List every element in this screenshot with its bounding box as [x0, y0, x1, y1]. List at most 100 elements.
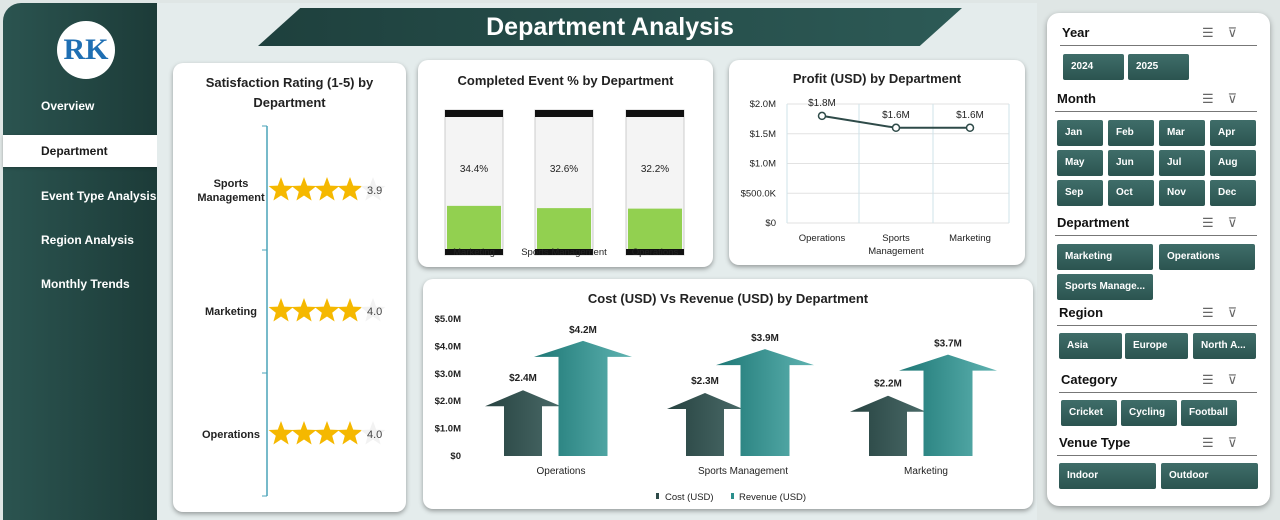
logo-text: RK [63, 33, 109, 66]
category-label: Management [197, 192, 265, 204]
divider [1057, 455, 1257, 456]
star [360, 421, 386, 445]
slicer-month-item[interactable]: Feb [1108, 120, 1154, 146]
slicer-department-item[interactable]: Operations [1159, 244, 1255, 270]
star [314, 421, 340, 445]
nav-event-type-analysis[interactable]: Event Type Analysis [41, 189, 157, 203]
multi-select-icon[interactable]: ☰ [1202, 25, 1228, 40]
slicer-department-item[interactable]: Sports Manage... [1057, 274, 1153, 300]
star [268, 421, 294, 445]
star [268, 177, 294, 201]
data-label: 34.4% [460, 164, 488, 175]
multi-select-icon[interactable]: ☰ [1202, 305, 1228, 320]
nav-department[interactable]: Department [3, 135, 157, 167]
cylinder-top [535, 110, 593, 117]
y-tick-label: $0 [450, 451, 461, 462]
clear-filter-icon[interactable]: ⊽ [1227, 215, 1252, 230]
slicer-month-item[interactable]: Oct [1108, 180, 1154, 206]
divider [1055, 235, 1257, 236]
slicer-department-item[interactable]: Marketing [1057, 244, 1153, 270]
multi-select-icon[interactable]: ☰ [1202, 91, 1228, 106]
clear-filter-icon[interactable]: ⊽ [1227, 91, 1252, 106]
slicer-region-item[interactable]: Asia [1059, 333, 1122, 359]
nav-monthly-trends[interactable]: Monthly Trends [41, 277, 130, 291]
fill-bar [447, 205, 501, 249]
slicer-category-title: Category [1061, 372, 1118, 387]
slicer-category-item[interactable]: Cricket [1061, 400, 1117, 426]
multi-select-icon[interactable]: ☰ [1202, 372, 1228, 387]
category-label: Marketing [904, 466, 948, 477]
data-label: 4.0 [367, 306, 382, 318]
y-tick-label: $1.0M [435, 424, 461, 435]
slicer-month-title: Month [1057, 91, 1096, 106]
slicer-month-item[interactable]: May [1057, 150, 1103, 176]
slicer-month-item[interactable]: Mar [1159, 120, 1205, 146]
nav-overview[interactable]: Overview [41, 99, 95, 113]
slicer-venue-item[interactable]: Outdoor [1161, 463, 1258, 489]
cost-arrow [667, 392, 743, 456]
slicer-year-item[interactable]: 2024 [1063, 54, 1124, 80]
category-label: Operations [632, 247, 679, 258]
fill-bar [628, 208, 682, 249]
cylinder-bottom [445, 249, 503, 255]
data-label: $1.8M [808, 98, 836, 109]
slicer-month-item[interactable]: Aug [1210, 150, 1256, 176]
data-point [965, 123, 975, 133]
y-tick-label: $2.0M [435, 396, 461, 407]
logo: RK [57, 21, 115, 79]
cost-revenue-card: Cost (USD) Vs Revenue (USD) by Departmen… [423, 279, 1033, 509]
fill-bar [537, 208, 591, 249]
slicer-month-item[interactable]: Apr [1210, 120, 1256, 146]
completed-chart: 34.4% Marketing 32.6% Sports Management 32.2… [444, 109, 685, 258]
category-label: Marketing [205, 306, 257, 318]
slicer-year-title: Year [1062, 25, 1090, 40]
slicer-month-item[interactable]: Nov [1159, 180, 1205, 206]
slicer-month-item[interactable]: Jan [1057, 120, 1103, 146]
nav-region-analysis[interactable]: Region Analysis [41, 233, 134, 247]
completed-card: Completed Event % by Department 34.4% Mar… [418, 60, 713, 267]
clear-filter-icon[interactable]: ⊽ [1227, 305, 1252, 320]
cost-arrow [850, 395, 926, 456]
slicer-month-item[interactable]: Dec [1210, 180, 1256, 206]
data-label: 32.2% [641, 164, 669, 175]
slicer-month-item[interactable]: Sep [1057, 180, 1103, 206]
y-tick-label: $1.0M [750, 159, 776, 170]
slicer-category-item[interactable]: Cycling [1121, 400, 1177, 426]
slicer-category-item[interactable]: Football [1181, 400, 1237, 426]
legend-swatch [731, 493, 734, 499]
slicer-month-item[interactable]: Jul [1159, 150, 1205, 176]
slicer-month-item[interactable]: Jun [1108, 150, 1154, 176]
star [337, 177, 363, 201]
slicer-month-icons: ☰⊽ [1202, 91, 1251, 107]
clear-filter-icon[interactable]: ⊽ [1227, 25, 1252, 40]
slicer-region-item[interactable]: North A... [1193, 333, 1256, 359]
multi-select-icon[interactable]: ☰ [1202, 435, 1228, 450]
legend-swatch [656, 493, 659, 499]
slicer-department-icons: ☰⊽ [1202, 215, 1251, 231]
y-tick-label: $1.5M [750, 129, 776, 140]
clear-filter-icon[interactable]: ⊽ [1227, 435, 1252, 450]
data-label: $3.7M [934, 339, 962, 350]
cylinder-bottom [535, 249, 593, 255]
page-title: Department Analysis [486, 13, 734, 41]
slicer-venue-item[interactable]: Indoor [1059, 463, 1156, 489]
profit-chart: $0 $500.0K $1.0M $1.5M $2.0M $1.8M $1.6M $1.6M O… [741, 98, 1010, 257]
data-point [891, 123, 901, 133]
slicer-venue-title: Venue Type [1059, 435, 1131, 450]
chart-title: Satisfaction Rating (1-5) by Department [205, 75, 374, 110]
multi-select-icon[interactable]: ☰ [1202, 215, 1228, 230]
data-label: $2.3M [691, 376, 719, 387]
cylinder-top [445, 110, 503, 117]
cylinder-top [626, 110, 684, 117]
star [360, 177, 386, 201]
clear-filter-icon[interactable]: ⊽ [1227, 372, 1252, 387]
divider [1059, 392, 1257, 393]
slicer-year-item[interactable]: 2025 [1128, 54, 1189, 80]
y-tick-label: $2.0M [750, 99, 776, 110]
slicer-region-item[interactable]: Europe [1125, 333, 1188, 359]
star [291, 177, 317, 201]
y-tick-label: $0 [765, 218, 776, 229]
data-label: $2.4M [509, 373, 537, 384]
data-label: $1.6M [956, 110, 984, 121]
slicer-category-icons: ☰⊽ [1202, 372, 1251, 388]
